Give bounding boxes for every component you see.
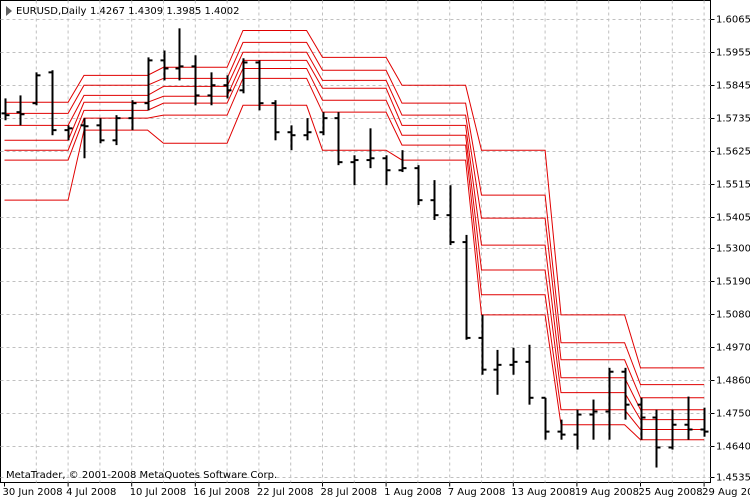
y-tick-label: 1.4970 bbox=[716, 343, 750, 354]
y-tick-label: 1.5080 bbox=[716, 310, 750, 321]
footer: MetaTrader, © 2001-2008 MetaQuotes Softw… bbox=[6, 470, 277, 481]
x-tick-label: 28 Jul 2008 bbox=[321, 487, 378, 498]
y-tick-label: 1.4535 bbox=[716, 473, 750, 484]
x-tick-label: 10 Jul 2008 bbox=[130, 487, 187, 498]
y-tick-label: 1.5845 bbox=[716, 81, 750, 92]
band-line bbox=[4, 29, 705, 369]
symbol-icon bbox=[6, 6, 12, 16]
x-tick-label: 7 Aug 2008 bbox=[448, 487, 506, 498]
x-tick-label: 22 Jul 2008 bbox=[257, 487, 314, 498]
x-tick-label: 13 Aug 2008 bbox=[511, 487, 575, 498]
y-tick-label: 1.5735 bbox=[716, 114, 750, 125]
band-line bbox=[4, 104, 705, 441]
y-tick-label: 1.5405 bbox=[716, 213, 750, 224]
x-tick-label: 4 Jul 2008 bbox=[66, 487, 116, 498]
y-tick-label: 1.4860 bbox=[716, 376, 750, 387]
band-line bbox=[4, 77, 705, 431]
x-tick-label: 16 Jul 2008 bbox=[193, 487, 250, 498]
y-tick-label: 1.4750 bbox=[716, 409, 750, 420]
y-tick-label: 1.6065 bbox=[716, 15, 750, 26]
x-tick-label: 1 Aug 2008 bbox=[384, 487, 442, 498]
y-tick-label: 1.5625 bbox=[716, 147, 750, 158]
band-line bbox=[4, 59, 705, 411]
y-tick-label: 1.4640 bbox=[716, 442, 750, 453]
price-info: 1.4267 1.4309 1.3985 1.4002 bbox=[90, 6, 240, 17]
x-tick-label: 19 Aug 2008 bbox=[575, 487, 639, 498]
x-tick-label: 29 Aug 2008 bbox=[702, 487, 750, 498]
x-tick-label: 30 Jun 2008 bbox=[3, 487, 63, 498]
x-tick-label: 25 Aug 2008 bbox=[639, 487, 703, 498]
band-line bbox=[4, 67, 705, 421]
y-tick-label: 1.5955 bbox=[716, 48, 750, 59]
band-line bbox=[4, 51, 705, 399]
y-tick-label: 1.5300 bbox=[716, 244, 750, 255]
chart-title: EURUSD,Daily bbox=[16, 6, 87, 17]
band-line bbox=[4, 41, 705, 386]
y-tick-label: 1.5515 bbox=[716, 180, 750, 191]
y-tick-label: 1.5190 bbox=[716, 277, 750, 288]
